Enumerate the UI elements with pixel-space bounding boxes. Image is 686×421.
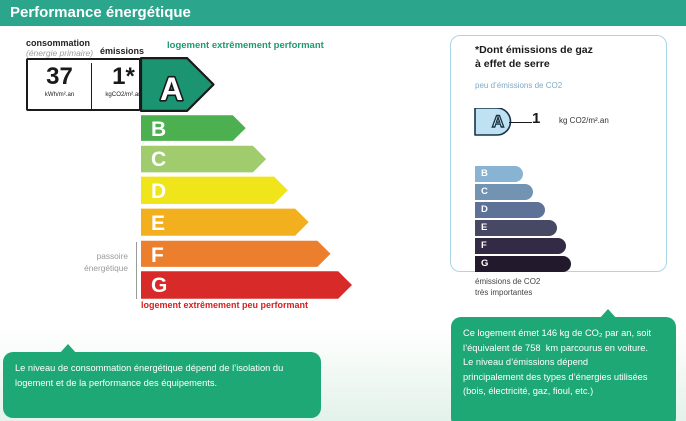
svg-text:A: A (160, 71, 183, 107)
